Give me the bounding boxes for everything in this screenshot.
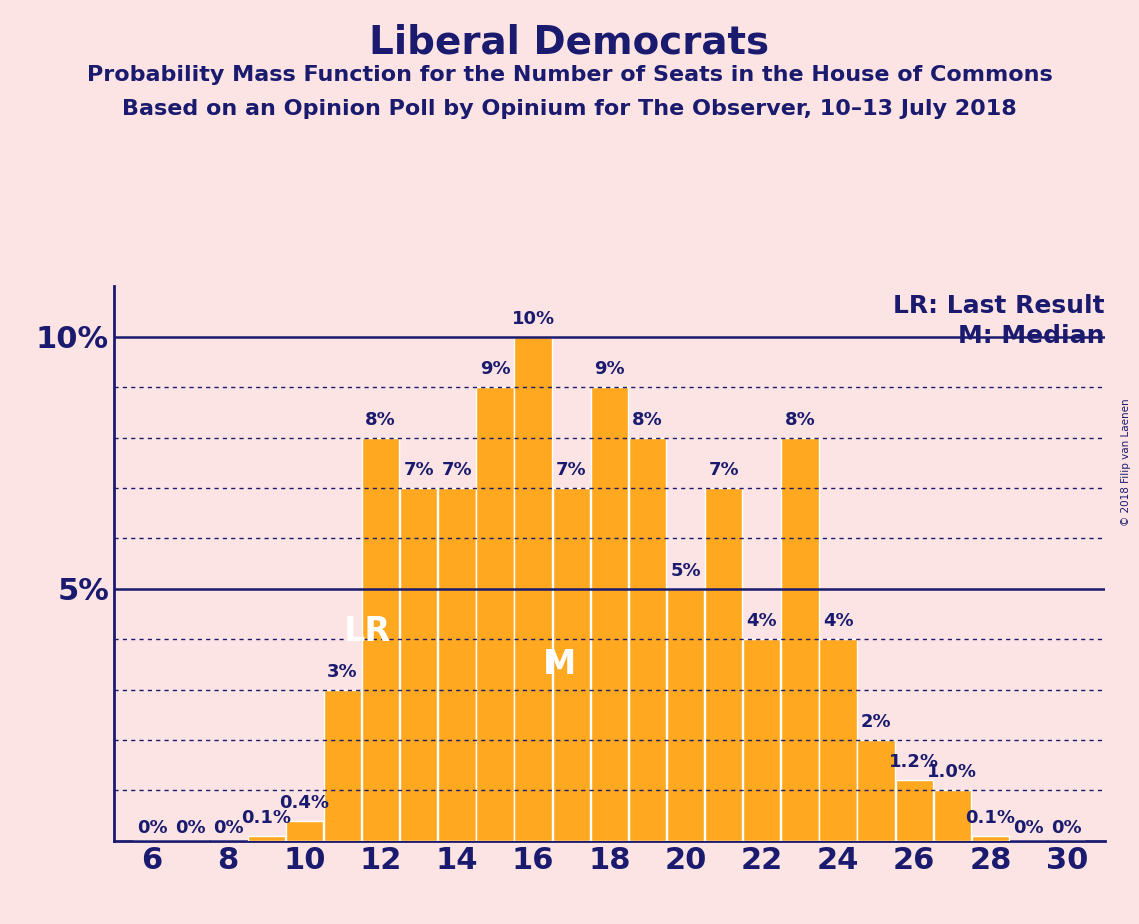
- Bar: [781, 438, 819, 841]
- Bar: [591, 387, 628, 841]
- Text: 8%: 8%: [632, 410, 663, 429]
- Text: 4%: 4%: [822, 613, 853, 630]
- Text: 2%: 2%: [861, 713, 892, 731]
- Bar: [858, 740, 895, 841]
- Text: 9%: 9%: [480, 360, 510, 378]
- Bar: [439, 488, 476, 841]
- Text: 4%: 4%: [746, 613, 777, 630]
- Text: 0.4%: 0.4%: [279, 794, 329, 811]
- Bar: [705, 488, 743, 841]
- Bar: [972, 836, 1009, 841]
- Text: M: Median: M: Median: [958, 324, 1105, 348]
- Text: 9%: 9%: [595, 360, 624, 378]
- Text: 7%: 7%: [442, 461, 473, 479]
- Text: 5%: 5%: [670, 562, 700, 579]
- Text: 7%: 7%: [556, 461, 587, 479]
- Bar: [667, 589, 704, 841]
- Text: 0.1%: 0.1%: [241, 808, 292, 827]
- Text: 7%: 7%: [708, 461, 739, 479]
- Text: Probability Mass Function for the Number of Seats in the House of Commons: Probability Mass Function for the Number…: [87, 65, 1052, 85]
- Bar: [362, 438, 400, 841]
- Text: 8%: 8%: [785, 410, 816, 429]
- Text: 0%: 0%: [1014, 819, 1044, 837]
- Text: 1.0%: 1.0%: [927, 763, 977, 782]
- Bar: [515, 337, 551, 841]
- Text: 3%: 3%: [327, 663, 358, 681]
- Bar: [247, 836, 285, 841]
- Text: 10%: 10%: [511, 310, 555, 328]
- Text: 8%: 8%: [366, 410, 396, 429]
- Text: © 2018 Filip van Laenen: © 2018 Filip van Laenen: [1121, 398, 1131, 526]
- Text: Liberal Democrats: Liberal Democrats: [369, 23, 770, 61]
- Bar: [552, 488, 590, 841]
- Text: 1.2%: 1.2%: [890, 753, 940, 772]
- Bar: [286, 821, 323, 841]
- Text: 0%: 0%: [137, 819, 167, 837]
- Bar: [819, 639, 857, 841]
- Text: M: M: [543, 648, 576, 681]
- Text: LR: LR: [344, 614, 391, 648]
- Text: Based on an Opinion Poll by Opinium for The Observer, 10–13 July 2018: Based on an Opinion Poll by Opinium for …: [122, 99, 1017, 119]
- Bar: [895, 781, 933, 841]
- Text: 7%: 7%: [403, 461, 434, 479]
- Text: 0%: 0%: [174, 819, 205, 837]
- Text: 0%: 0%: [1051, 819, 1082, 837]
- Bar: [323, 689, 361, 841]
- Bar: [629, 438, 666, 841]
- Text: 0%: 0%: [213, 819, 244, 837]
- Text: 0.1%: 0.1%: [966, 808, 1016, 827]
- Bar: [476, 387, 514, 841]
- Bar: [934, 790, 972, 841]
- Text: LR: Last Result: LR: Last Result: [893, 294, 1105, 318]
- Bar: [743, 639, 780, 841]
- Bar: [400, 488, 437, 841]
